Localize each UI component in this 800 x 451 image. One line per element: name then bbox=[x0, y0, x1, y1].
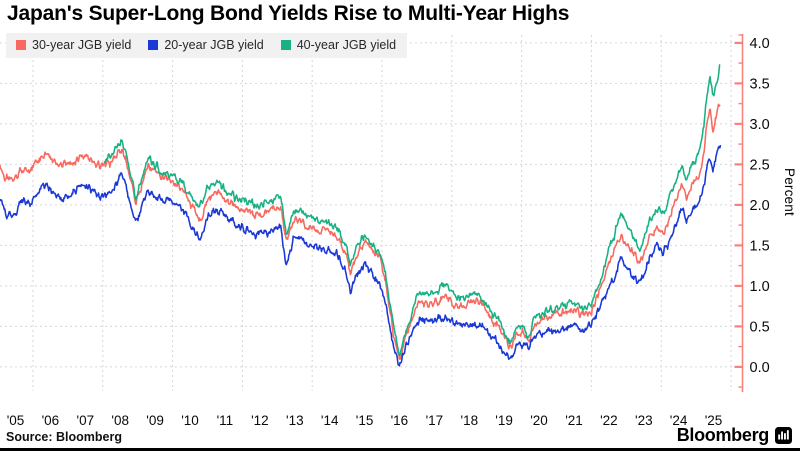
y-axis-title: Percent bbox=[782, 168, 797, 216]
x-tick-label: '06 bbox=[42, 413, 60, 428]
x-tick-label: '07 bbox=[77, 413, 95, 428]
y-tick-label: 3.5 bbox=[750, 76, 770, 92]
x-tick-label: '24 bbox=[670, 413, 688, 428]
legend-label-40-year: 40-year JGB yield bbox=[296, 38, 397, 52]
bloomberg-brand: Bloomberg bbox=[677, 425, 792, 446]
y-tick-label: 3.0 bbox=[750, 117, 770, 133]
source-caption: Source: Bloomberg bbox=[6, 430, 122, 444]
bottom-divider bbox=[0, 448, 800, 451]
series-line-20-year-jgb-yield bbox=[0, 145, 722, 367]
y-tick-label: 0.0 bbox=[750, 360, 770, 376]
y-tick-label: 2.5 bbox=[750, 157, 770, 173]
x-tick-label: '17 bbox=[426, 413, 444, 428]
legend-item-20-year: 20-year JGB yield bbox=[148, 38, 264, 52]
x-tick-label: '16 bbox=[391, 413, 409, 428]
legend: 30-year JGB yield 20-year JGB yield 40-y… bbox=[6, 33, 408, 58]
legend-swatch-30-year bbox=[16, 40, 26, 50]
legend-item-40-year: 40-year JGB yield bbox=[280, 38, 397, 52]
legend-item-30-year: 30-year JGB yield bbox=[16, 38, 131, 52]
x-tick-label: '20 bbox=[530, 413, 548, 428]
x-tick-label: '08 bbox=[111, 413, 129, 428]
x-tick-label: '13 bbox=[286, 413, 304, 428]
x-tick-label: '11 bbox=[217, 413, 234, 428]
y-tick-label: 1.0 bbox=[750, 279, 770, 295]
x-tick-label: '25 bbox=[705, 413, 723, 428]
page-title: Japan's Super-Long Bond Yields Rise to M… bbox=[7, 2, 570, 25]
legend-swatch-40-year bbox=[280, 40, 291, 50]
y-tick-label: 1.5 bbox=[750, 238, 770, 254]
legend-label-30-year: 30-year JGB yield bbox=[32, 38, 132, 52]
x-tick-label: '15 bbox=[356, 413, 374, 428]
legend-label-20-year: 20-year JGB yield bbox=[164, 38, 264, 52]
x-tick-label: '21 bbox=[565, 413, 583, 428]
x-tick-label: '12 bbox=[251, 413, 269, 428]
x-tick-label: '10 bbox=[181, 413, 199, 428]
x-tick-label: '23 bbox=[635, 413, 653, 428]
x-tick-label: '18 bbox=[461, 413, 479, 428]
x-tick-label: '14 bbox=[321, 413, 339, 428]
x-tick-label: '19 bbox=[495, 413, 513, 428]
bloomberg-logo-icon bbox=[775, 427, 792, 444]
y-tick-label: 4.0 bbox=[750, 36, 770, 52]
y-tick-label: 0.5 bbox=[750, 319, 770, 335]
series-line-40-year-jgb-yield bbox=[103, 64, 721, 357]
x-tick-label: '05 bbox=[7, 413, 25, 428]
y-tick-label: 2.0 bbox=[750, 198, 770, 214]
series-line-30-year-jgb-yield bbox=[0, 103, 721, 361]
x-tick-label: '22 bbox=[600, 413, 618, 428]
legend-swatch-20-year bbox=[148, 40, 159, 50]
bloomberg-wordmark: Bloomberg bbox=[676, 425, 770, 445]
x-tick-label: '09 bbox=[146, 413, 164, 428]
